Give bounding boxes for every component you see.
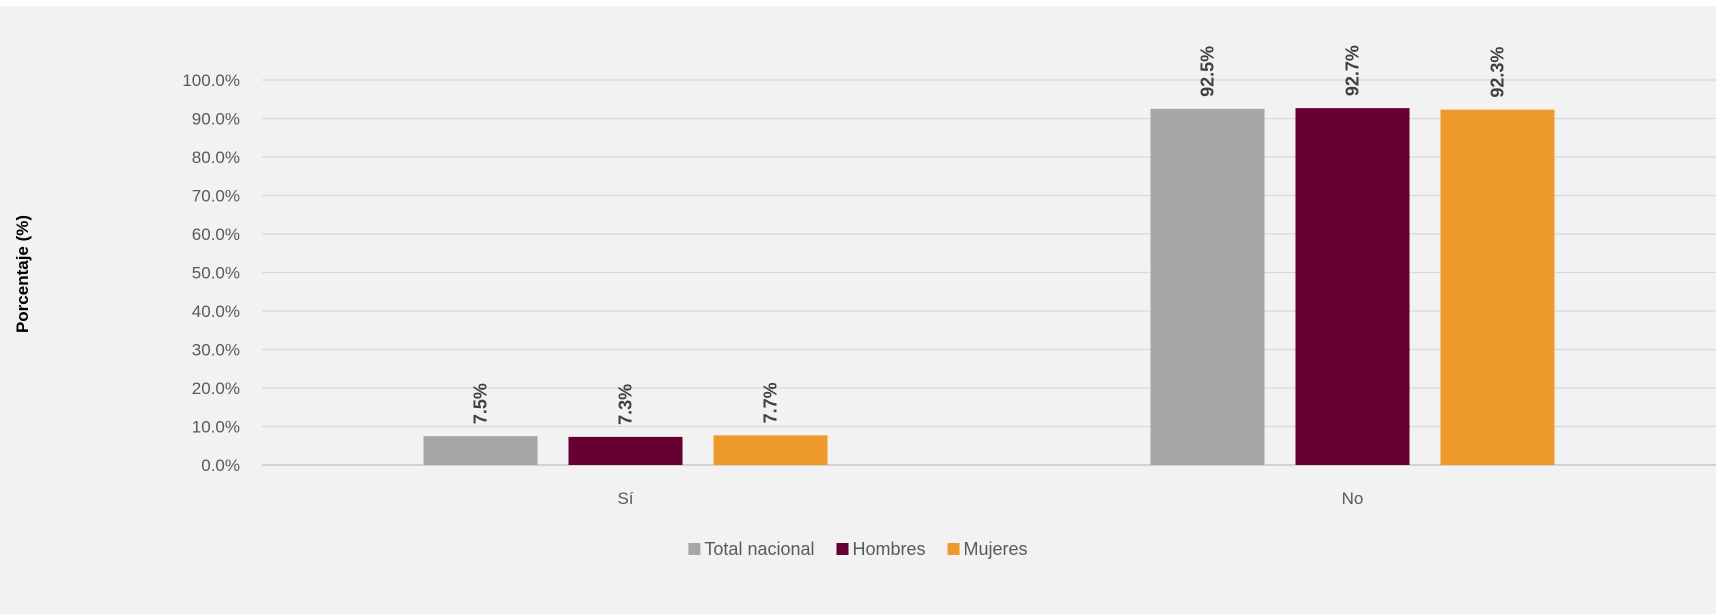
legend: Total nacional Hombres Mujeres: [688, 539, 1028, 559]
legend-swatch: [688, 543, 701, 555]
data-label: 7.3%: [616, 384, 636, 425]
data-labels: 7.5% 7.3% 7.7% 92.5% 92.7% 92.3%: [471, 45, 1508, 425]
data-label: 92.3%: [1488, 47, 1508, 98]
data-label: 7.5%: [471, 383, 491, 424]
y-tick-label: 30.0%: [192, 341, 240, 360]
data-label: 92.7%: [1343, 45, 1363, 96]
legend-label: Hombres: [853, 539, 926, 559]
data-label: 7.7%: [761, 382, 781, 423]
y-tick-label: 80.0%: [192, 148, 240, 167]
y-tick-label: 20.0%: [192, 379, 240, 398]
y-axis-title: Porcentaje (%): [13, 215, 32, 333]
y-tick-label: 40.0%: [192, 302, 240, 321]
bars: [423, 108, 1555, 466]
x-axis-ticks: Sí No: [617, 489, 1363, 508]
y-tick-label: 100.0%: [182, 71, 240, 90]
bar-hombres-1: [1295, 108, 1410, 465]
y-tick-label: 90.0%: [192, 110, 240, 129]
bar-mujeres-1: [1440, 109, 1555, 466]
chart-container: 0.0% 10.0% 20.0% 30.0% 40.0% 50.0% 60.0% 70.0% 8…: [0, 6, 1716, 614]
data-label: 92.5%: [1198, 46, 1218, 97]
y-tick-label: 0.0%: [201, 456, 240, 475]
x-tick-label: No: [1342, 489, 1364, 508]
legend-label: Mujeres: [964, 539, 1028, 559]
y-tick-label: 10.0%: [192, 418, 240, 437]
bar-chart: 0.0% 10.0% 20.0% 30.0% 40.0% 50.0% 60.0% 70.0% 8…: [13, 45, 1716, 559]
y-tick-label: 70.0%: [192, 187, 240, 206]
x-tick-label: Sí: [617, 489, 633, 508]
bar-total-nacional-0: [423, 436, 538, 465]
legend-swatch: [947, 543, 960, 555]
bar-total-nacional-1: [1150, 108, 1265, 465]
y-tick-label: 60.0%: [192, 225, 240, 244]
legend-swatch: [836, 543, 849, 555]
bar-hombres-0: [568, 436, 683, 465]
y-axis-ticks: 0.0% 10.0% 20.0% 30.0% 40.0% 50.0% 60.0% 70.0% 8…: [182, 71, 240, 475]
legend-label: Total nacional: [704, 539, 814, 559]
bar-mujeres-0: [713, 435, 828, 465]
y-tick-label: 50.0%: [192, 264, 240, 283]
